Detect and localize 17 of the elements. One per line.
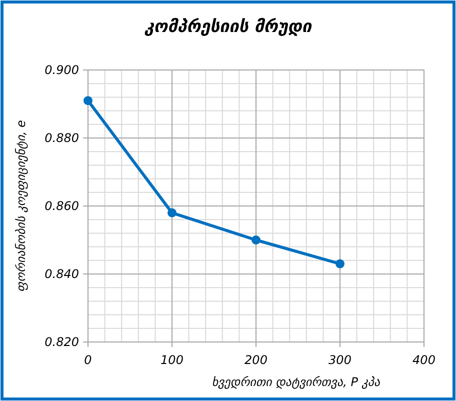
x-tick-label: 100 [160, 353, 184, 367]
y-tick-label: 0.880 [44, 131, 80, 145]
x-tick-label: 0 [84, 353, 92, 367]
y-tick-label: 0.820 [44, 335, 80, 349]
y-tick-label: 0.900 [44, 63, 80, 77]
chart-title: კომპრესიის მრუდი [143, 17, 313, 37]
x-tick-label: 400 [412, 353, 436, 367]
y-tick-label: 0.860 [44, 199, 80, 213]
point [84, 96, 92, 106]
point [252, 236, 260, 244]
point [168, 208, 176, 218]
y-axis-title: ფორიანობის კოეფიციენტი, e [14, 120, 28, 292]
point [336, 259, 344, 268]
y-tick-label: 0.840 [44, 267, 80, 281]
x-tick-label: 300 [328, 353, 352, 367]
x-axis-title: ხვედრითი დატვირთვა, P კპა [212, 375, 382, 389]
x-tick-label: 200 [244, 353, 268, 367]
